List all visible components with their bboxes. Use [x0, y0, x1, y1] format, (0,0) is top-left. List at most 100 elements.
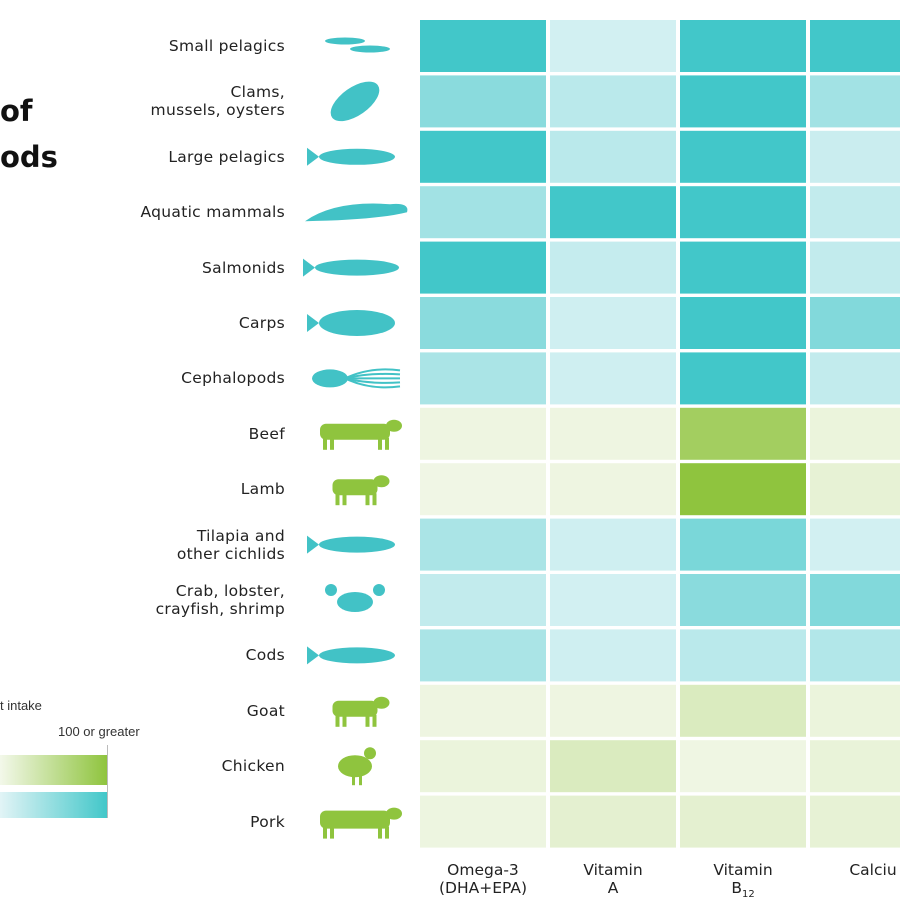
row-label-line: Clams, [230, 83, 285, 102]
heatmap-cell [810, 463, 900, 516]
heatmap-cell [550, 518, 676, 571]
cow-icon [320, 419, 402, 450]
heatmap-cell [810, 75, 900, 128]
row-label: Beef [249, 425, 285, 443]
heatmap-cell [680, 407, 806, 460]
carp-icon [307, 310, 395, 336]
heatmap-cell [550, 75, 676, 128]
column-label: Vitamin B12 [678, 861, 808, 904]
row-label-line: Lamb [240, 480, 285, 499]
heatmap-cell [420, 629, 546, 682]
heatmap-cell [420, 352, 546, 405]
heatmap-cell [420, 407, 546, 460]
heatmap-cell [810, 407, 900, 460]
column-label-line: A [548, 879, 678, 897]
column-label-line: Vitamin [583, 861, 643, 879]
column-label: Calciu [808, 861, 900, 879]
column-label-text: (DHA+EPA) [438, 879, 528, 897]
heatmap-cell [550, 407, 676, 460]
row-label: Aquatic mammals [141, 203, 286, 221]
legend-aquatic-bar [0, 792, 107, 818]
legend-max-label: 100 or greater [58, 724, 140, 739]
heatmap-cell [680, 130, 806, 183]
heatmap-cell [550, 740, 676, 793]
heatmap-cell [680, 740, 806, 793]
crab-icon [325, 584, 385, 612]
heatmap-cell [680, 629, 806, 682]
row-label: Cods [246, 646, 285, 664]
heatmap-cell [810, 795, 900, 848]
row-label-line: Crab, lobster, [175, 582, 285, 600]
heatmap-cell [810, 518, 900, 571]
heatmap-cell [810, 352, 900, 405]
row-label-line: Small pelagics [168, 37, 285, 55]
row-label: Small pelagics [169, 37, 285, 55]
heatmap-cell [420, 20, 546, 72]
heatmap-cell [680, 297, 806, 349]
heatmap-cell [420, 518, 546, 571]
heatmap-cell [550, 629, 676, 682]
heatmap-cell [810, 130, 900, 183]
heatmap-cell [810, 684, 900, 737]
clam-icon [330, 81, 380, 122]
heatmap-cell [680, 518, 806, 571]
row-label-line: Chicken [221, 757, 285, 776]
row-label-line: Large pelagics [168, 147, 285, 166]
heatmap-cell [420, 186, 546, 239]
heatmap-cell [420, 795, 546, 848]
row-label-line: Aquatic mammals [140, 203, 285, 222]
heatmap-cell [680, 241, 806, 294]
heatmap-cell [550, 20, 676, 72]
row-label: Salmonids [202, 259, 285, 277]
small-pelagics-icon [325, 37, 390, 53]
row-label-line: mussels, oysters [150, 101, 285, 120]
heatmap-cell [680, 20, 806, 72]
heatmap-cell [550, 463, 676, 516]
row-label: Clams, mussels, oysters [151, 83, 285, 119]
row-label: Lamb [241, 480, 285, 498]
chicken-icon [338, 747, 376, 786]
heatmap-cell [420, 75, 546, 128]
row-label: Tilapia and other cichlids [177, 527, 285, 563]
heatmap-cell [810, 740, 900, 793]
heatmap-cell [420, 463, 546, 516]
row-label: Goat [247, 702, 285, 720]
row-label-line: Tilapia and [196, 526, 285, 545]
row-label: Chicken [222, 757, 285, 775]
heatmap-cell [810, 186, 900, 239]
row-label: Carps [239, 314, 285, 332]
row-label: Crab, lobster, crayfish, shrimp [156, 582, 285, 618]
heatmap-cell [680, 684, 806, 737]
heatmap-cell [680, 574, 806, 626]
heatmap-cell [680, 463, 806, 516]
heatmap-cell [420, 297, 546, 349]
heatmap-cell [810, 20, 900, 72]
goat-icon [332, 696, 390, 727]
heatmap-cell [550, 297, 676, 349]
title-fragment-1: of [0, 94, 33, 128]
column-label-line: Omega-3 [447, 861, 519, 879]
salmon-icon [303, 258, 399, 277]
column-label: Omega-3 (DHA+EPA) [418, 861, 548, 897]
legend-terrestrial-bar [0, 755, 107, 785]
row-label-line: Pork [250, 812, 285, 831]
heatmap-cell [680, 352, 806, 405]
row-label-line: other cichlids [176, 544, 285, 563]
row-label: Pork [250, 813, 285, 831]
heatmap-cell [550, 352, 676, 405]
heatmap-cell [810, 629, 900, 682]
row-label-line: Cephalopods [181, 369, 285, 388]
heatmap-cell [550, 130, 676, 183]
seal-icon [305, 203, 408, 222]
column-label-line: B12 [678, 879, 808, 904]
heatmap-cell [680, 795, 806, 848]
row-label-line: Cods [245, 646, 285, 665]
heatmap-cell [420, 241, 546, 294]
heatmap-cell [680, 186, 806, 239]
squid-icon [312, 368, 401, 389]
heatmap-cell [810, 297, 900, 349]
tilapia-icon [307, 535, 395, 554]
heatmap-cell [550, 186, 676, 239]
column-label-line: (DHA+EPA) [418, 879, 548, 897]
